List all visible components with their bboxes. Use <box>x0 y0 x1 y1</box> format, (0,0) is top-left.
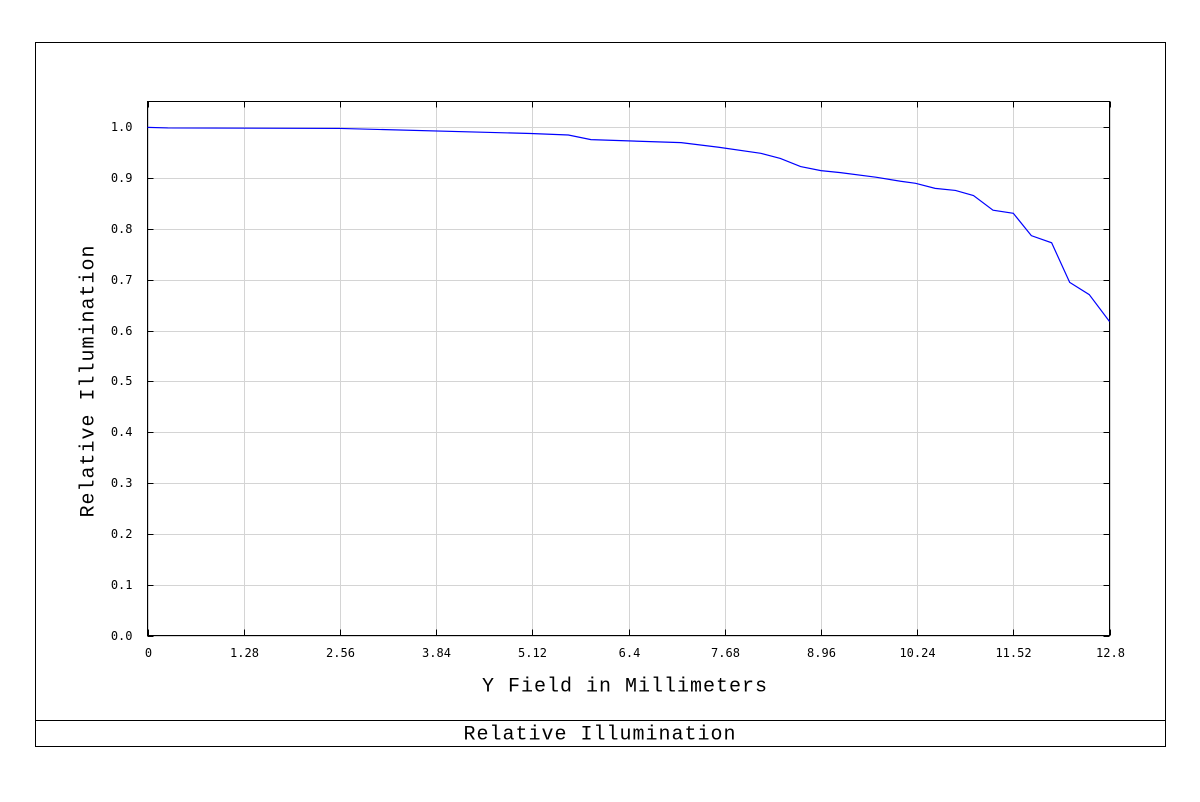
y-tick-label: 0.8 <box>111 222 133 236</box>
y-axis-title: Relative Illumination <box>77 244 100 517</box>
x-tick-label: 5.12 <box>518 646 547 660</box>
grid-layer <box>147 101 1111 637</box>
y-tick-label: 0.7 <box>111 273 133 287</box>
outer-frame <box>35 42 1166 747</box>
x-tick-label: 3.84 <box>422 646 451 660</box>
y-tick-label: 0.4 <box>111 425 133 439</box>
x-tick-label: 7.68 <box>711 646 740 660</box>
y-tick-label: 0.5 <box>111 374 133 388</box>
x-axis-title: Y Field in Millimeters <box>482 675 768 698</box>
x-tick-label: 8.96 <box>807 646 836 660</box>
data-line <box>147 126 1110 322</box>
x-tick-label: 6.4 <box>619 646 641 660</box>
x-tick-label: 12.8 <box>1096 646 1125 660</box>
y-tick-label: 0.0 <box>111 629 133 643</box>
plot-frame <box>147 101 1110 636</box>
y-tick-label: 0.6 <box>111 324 133 338</box>
x-tick-label: 1.28 <box>230 646 259 660</box>
x-tick-label: 11.52 <box>995 646 1031 660</box>
y-tick-label: 1.0 <box>111 120 133 134</box>
x-tick-label: 10.24 <box>899 646 935 660</box>
y-tick-label: 0.1 <box>111 578 133 592</box>
y-tick-label: 0.2 <box>111 527 133 541</box>
x-tick-label: 0 <box>145 646 152 660</box>
x-tick-label: 2.56 <box>326 646 355 660</box>
y-tick-label: 0.3 <box>111 476 133 490</box>
chart-title: Relative Illumination <box>463 723 736 746</box>
y-tick-label: 0.9 <box>111 171 133 185</box>
